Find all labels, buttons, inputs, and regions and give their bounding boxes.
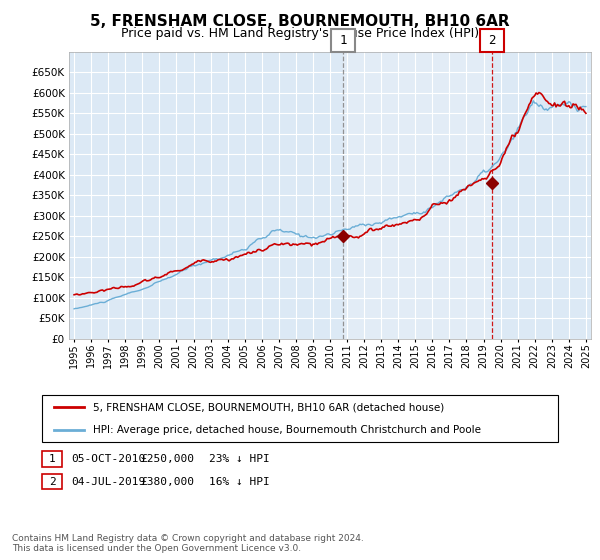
Text: 5, FRENSHAM CLOSE, BOURNEMOUTH, BH10 6AR (detached house): 5, FRENSHAM CLOSE, BOURNEMOUTH, BH10 6AR… bbox=[93, 402, 444, 412]
Text: £250,000: £250,000 bbox=[140, 454, 194, 464]
Text: £380,000: £380,000 bbox=[140, 477, 194, 487]
Text: 16% ↓ HPI: 16% ↓ HPI bbox=[209, 477, 270, 487]
Text: 2: 2 bbox=[49, 477, 56, 487]
Text: 1: 1 bbox=[339, 34, 347, 47]
Text: 5, FRENSHAM CLOSE, BOURNEMOUTH, BH10 6AR: 5, FRENSHAM CLOSE, BOURNEMOUTH, BH10 6AR bbox=[90, 14, 510, 29]
Text: 1: 1 bbox=[49, 454, 56, 464]
Text: Price paid vs. HM Land Registry's House Price Index (HPI): Price paid vs. HM Land Registry's House … bbox=[121, 27, 479, 40]
Text: Contains HM Land Registry data © Crown copyright and database right 2024.
This d: Contains HM Land Registry data © Crown c… bbox=[12, 534, 364, 553]
Text: 23% ↓ HPI: 23% ↓ HPI bbox=[209, 454, 270, 464]
Text: HPI: Average price, detached house, Bournemouth Christchurch and Poole: HPI: Average price, detached house, Bour… bbox=[93, 425, 481, 435]
Bar bbox=[343, 52, 492, 339]
Text: 2: 2 bbox=[488, 34, 496, 47]
Text: 05-OCT-2010: 05-OCT-2010 bbox=[71, 454, 146, 464]
Text: 04-JUL-2019: 04-JUL-2019 bbox=[71, 477, 146, 487]
